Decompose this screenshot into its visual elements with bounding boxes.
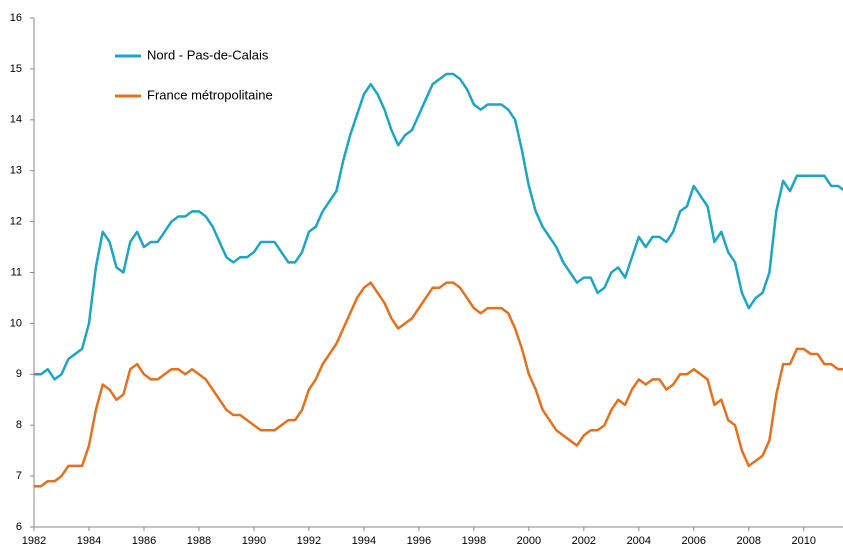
- x-tick-label: 1990: [242, 535, 266, 547]
- x-tick-label: 1996: [407, 535, 431, 547]
- y-tick-label: 6: [16, 521, 22, 533]
- x-tick-label: 1992: [297, 535, 321, 547]
- x-tick-label: 2000: [517, 535, 541, 547]
- x-tick-label: 2004: [627, 535, 651, 547]
- x-tick-label: 2008: [737, 535, 761, 547]
- x-tick-label: 1994: [352, 535, 376, 547]
- x-tick-label: 2006: [682, 535, 706, 547]
- x-tick-label: 1986: [132, 535, 156, 547]
- x-tick-label: 2010: [792, 535, 816, 547]
- y-tick-label: 15: [10, 63, 22, 75]
- y-tick-label: 12: [10, 216, 22, 228]
- x-tick-label: 1988: [187, 535, 211, 547]
- x-tick-label: 1998: [462, 535, 486, 547]
- y-tick-label: 16: [10, 12, 22, 24]
- legend-label: Nord - Pas-de-Calais: [147, 47, 269, 62]
- x-tick-label: 1984: [77, 535, 101, 547]
- y-tick-label: 13: [10, 165, 22, 177]
- y-tick-label: 8: [16, 419, 22, 431]
- legend-box: [62, 35, 332, 117]
- y-tick-label: 11: [11, 266, 22, 278]
- series-line: [34, 281, 843, 488]
- legend-label: France métropolitaine: [147, 87, 273, 102]
- x-tick-label: 1982: [22, 535, 46, 547]
- y-tick-label: 10: [10, 317, 22, 329]
- x-tick-label: 2002: [572, 535, 596, 547]
- y-tick-label: 7: [16, 470, 22, 482]
- y-tick-label: 14: [10, 114, 22, 126]
- series-line: [34, 72, 843, 381]
- y-tick-label: 9: [16, 368, 22, 380]
